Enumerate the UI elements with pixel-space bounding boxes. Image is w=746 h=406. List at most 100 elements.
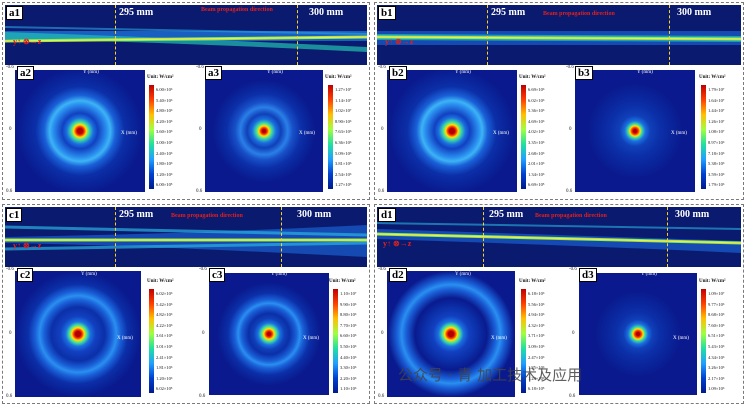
pos-300: 300 mm [309, 7, 344, 18]
colorbar-tick-label: 5.56×10⁶ [528, 301, 545, 307]
tick-zero-b2: 0 [381, 127, 384, 132]
marker-line-295 [483, 207, 484, 267]
label-b1: b1 [378, 6, 396, 20]
colorbar-tick-label: 3.81×10⁶ [335, 161, 352, 167]
direction-label: Beam propagation direction [201, 7, 273, 13]
tick-zero-d2: 0 [381, 331, 384, 336]
colorbar-tick-label: 1.26×10⁷ [708, 118, 725, 124]
unit-a3: Unit: W/cm² [325, 75, 352, 80]
colorbar-tick-label: 6.51×10⁶ [708, 333, 725, 339]
tick-zero-a2: 0 [9, 127, 12, 132]
tick-neg-a3: -0.6 [196, 65, 204, 70]
colorbar-tick-label: 5.43×10⁶ [708, 344, 725, 349]
tick-zero-c2: 0 [9, 331, 12, 336]
panel-b: b1 295 mm 300 mm Beam propagation direct… [374, 2, 744, 200]
map-c3 [209, 273, 329, 395]
pos-300: 300 mm [675, 209, 710, 220]
colorbar-tick-label: 2.40×10⁶ [156, 150, 173, 156]
colorbar-tick-label: 8.80×10⁶ [340, 312, 357, 318]
colorbar-tick-label: 6.18×10⁵ [528, 386, 545, 392]
x-axis-label-b2: X (mm) [493, 131, 509, 136]
y-axis-label-c2: Y (mm) [81, 272, 97, 277]
colorbar-tick-label: 3.71×10⁶ [528, 333, 545, 339]
colorbar-tick-label: 3.61×10⁶ [156, 333, 173, 339]
colorbar-a2 [149, 85, 154, 189]
unit-b2: Unit: W/cm² [519, 75, 546, 80]
x-axis-label-c3: X (mm) [303, 336, 319, 341]
map-b3 [575, 70, 695, 192]
colorbar-tick-label: 3.35×10⁶ [528, 140, 545, 145]
tick-neg-d2: -0.6 [378, 267, 386, 272]
tick-zero-b3: 0 [569, 127, 572, 132]
label-a3: a3 [205, 66, 222, 80]
y-axis-label-b3: Y (mm) [637, 70, 653, 75]
label-a1: a1 [6, 6, 23, 20]
colorbar-tick-label: 6.60×10⁶ [340, 333, 357, 339]
colorbar-tick-label: 4.94×10⁶ [528, 312, 545, 318]
label-b2: b2 [389, 66, 407, 80]
unit-c2: Unit: W/cm² [147, 279, 174, 284]
pos-300: 300 mm [297, 209, 332, 220]
colorbar-tick-label: 4.69×10⁶ [528, 118, 545, 124]
colorbar-tick-label: 5.40×10⁶ [156, 97, 173, 103]
colorbar-b3 [701, 85, 706, 189]
colorbar-tick-label: 1.24×10⁶ [528, 375, 545, 381]
colorbar-tick-label: 9.90×10⁶ [340, 301, 357, 307]
map-a2 [15, 70, 145, 192]
colorbar-tick-label: 6.02×10⁵ [156, 386, 173, 392]
map-d2 [387, 271, 515, 397]
colorbar-tick-label: 1.85×10⁶ [528, 365, 545, 371]
tick-pos-c2: 0.6 [6, 394, 13, 399]
label-c3: c3 [209, 268, 226, 282]
colorbar-tick-label: 4.02×10⁶ [528, 129, 545, 135]
colorbar-tick-label: 1.79×10⁶ [708, 182, 725, 188]
tick-neg-a2: -0.6 [6, 65, 14, 70]
x-axis-label-a3: X (mm) [299, 131, 315, 136]
beam-strip-a1-graphic [5, 5, 367, 65]
tick-zero-c3: 0 [202, 331, 205, 336]
tick-pos-a3: 0.6 [196, 189, 203, 194]
map-c2 [15, 271, 141, 397]
pos-295: 295 mm [119, 7, 154, 18]
colorbar-tick-label: 8.68×10⁶ [708, 312, 725, 318]
colorbar-tick-label: 2.68×10⁶ [528, 150, 545, 156]
colorbar-tick-label: 1.79×10⁷ [708, 87, 725, 92]
colorbar-a3 [328, 85, 333, 189]
y-axis-label-d2: Y (mm) [455, 272, 471, 277]
beam-strip-b1-graphic [377, 5, 741, 65]
colorbar-tick-label: 8.90×10⁶ [335, 118, 352, 124]
unit-d2: Unit: W/cm² [519, 279, 546, 284]
x-axis-label-b3: X (mm) [671, 131, 687, 136]
colorbar-b2 [521, 85, 526, 189]
unit-a2: Unit: W/cm² [147, 75, 174, 80]
colorbar-tick-label: 5.50×10⁶ [340, 344, 357, 349]
marker-line-300 [667, 207, 668, 267]
colorbar-tick-label: 4.34×10⁶ [708, 354, 725, 360]
colorbar-tick-label: 2.47×10⁶ [528, 354, 545, 360]
watermark: 公众号 · 青 加工技术及应用 [398, 366, 583, 384]
colorbar-tick-label: 4.20×10⁶ [156, 118, 173, 124]
colorbar-tick-label: 1.80×10⁶ [156, 161, 173, 167]
label-d3: d3 [579, 268, 597, 282]
tick-pos-d3: 0.6 [569, 394, 576, 399]
panel-a: a1 295 mm 300 mm Beam propagation direct… [2, 2, 370, 200]
colorbar-tick-label: 3.59×10⁶ [708, 171, 725, 177]
pos-295: 295 mm [489, 209, 524, 220]
x-axis-label-a2: X (mm) [121, 131, 137, 136]
colorbar-tick-label: 3.26×10⁶ [708, 365, 725, 371]
colorbar-tick-label: 1.20×10⁶ [156, 171, 173, 177]
marker-line-300 [281, 207, 282, 267]
colorbar-tick-label: 8.97×10⁶ [708, 140, 725, 145]
colorbar-d3 [701, 289, 706, 393]
panel-d: d1 295 mm 300 mm Beam propagation direct… [374, 204, 744, 404]
colorbar-tick-label: 1.10×10⁷ [340, 291, 357, 296]
colorbar-tick-label: 2.41×10⁶ [156, 354, 173, 360]
direction-label: Beam propagation direction [543, 11, 615, 17]
label-d2: d2 [389, 268, 407, 282]
colorbar-d2 [521, 289, 526, 393]
colorbar-tick-label: 3.60×10⁶ [156, 129, 173, 135]
colorbar-tick-label: 3.01×10⁶ [156, 344, 173, 349]
coord-axes-icon: y↑ ⊗→z [383, 239, 412, 248]
x-axis-label-c2: X (mm) [117, 336, 133, 341]
x-axis-label-d3: X (mm) [673, 336, 689, 341]
